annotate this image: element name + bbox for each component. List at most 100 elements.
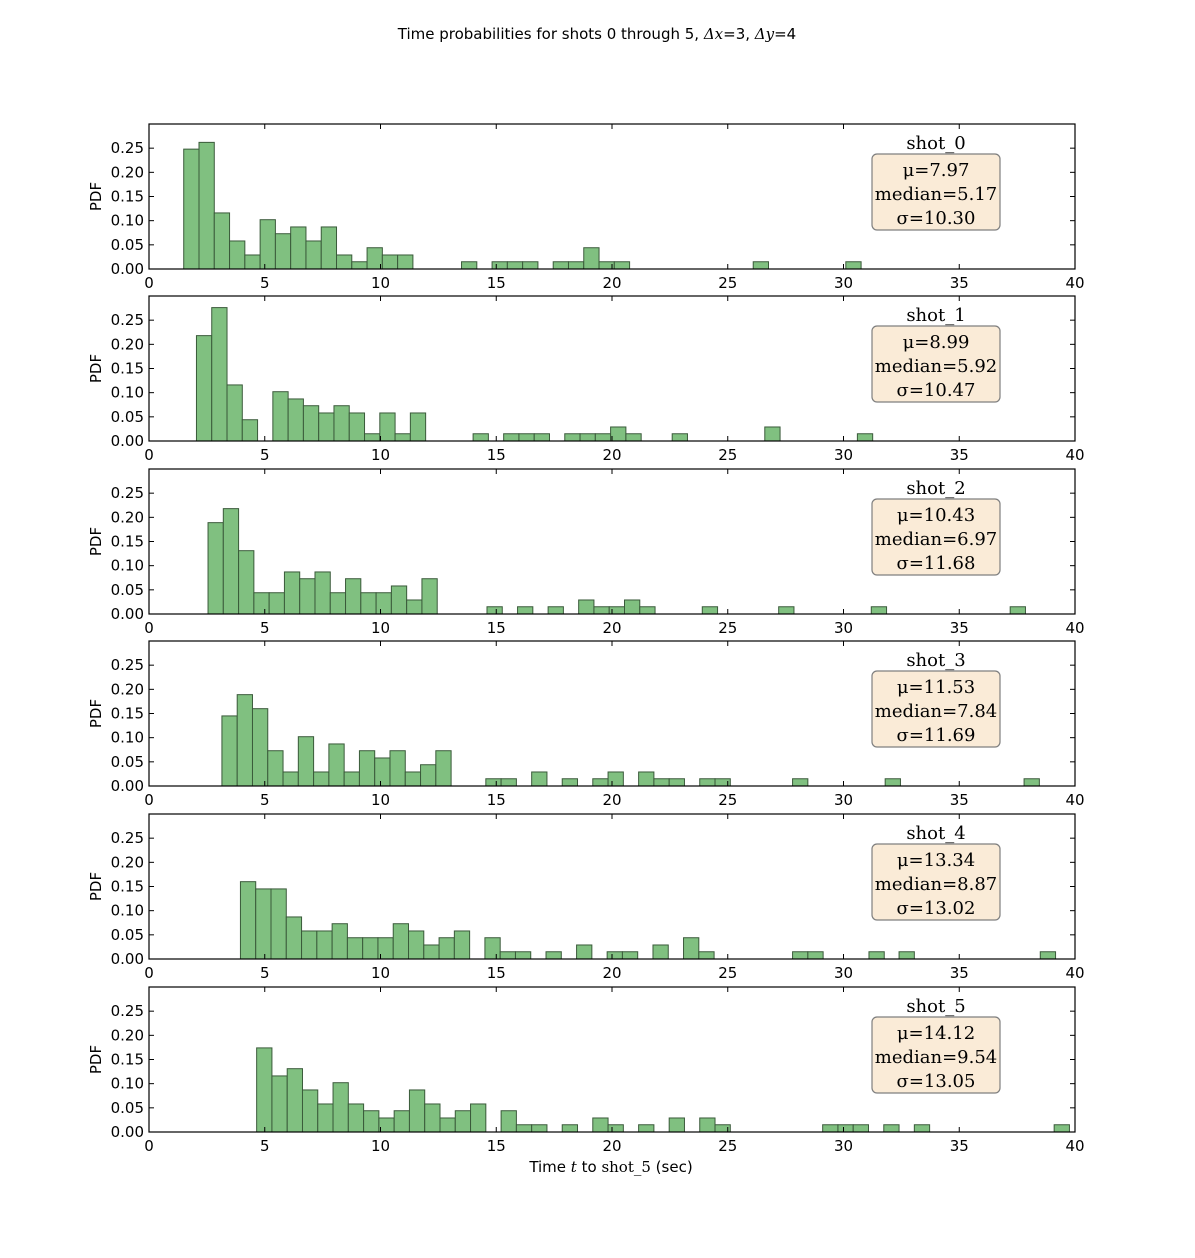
histogram-bar (845, 261, 862, 270)
histogram-bar (506, 261, 524, 270)
y-tick-label: 0.05 (111, 581, 144, 599)
histogram-bar (613, 261, 631, 270)
histogram-bar (852, 1124, 869, 1133)
x-tick-label: 25 (718, 964, 737, 982)
histogram-bar (515, 1124, 533, 1133)
histogram-bar (406, 599, 423, 615)
x-tick-label: 15 (487, 446, 506, 464)
histogram-bar (316, 930, 333, 960)
histogram-bar (470, 1103, 487, 1133)
y-tick-label: 0.15 (111, 533, 144, 551)
histogram-bar (358, 750, 376, 787)
histogram-bar (1009, 606, 1026, 615)
x-tick-label: 10 (371, 791, 390, 809)
x-tick-label: 10 (371, 274, 390, 292)
x-tick-label: 25 (718, 446, 737, 464)
histogram-bar (345, 578, 362, 615)
histogram-bar (408, 930, 425, 960)
histogram-bar (564, 433, 581, 442)
histogram-bar (360, 592, 377, 615)
y-tick-label: 0.25 (111, 829, 144, 847)
x-tick-label: 10 (371, 1137, 390, 1155)
histogram-bar (238, 550, 255, 615)
x-tick-label: 5 (260, 619, 270, 637)
x-tick-label: 15 (487, 791, 506, 809)
stat-median: median=5.17 (875, 184, 997, 205)
histogram-bar (461, 261, 478, 270)
x-tick-label: 10 (371, 619, 390, 637)
histogram-bar (453, 930, 471, 960)
histogram-bar (409, 412, 427, 442)
histogram-bar (884, 778, 901, 787)
stat-sigma: σ=10.30 (897, 208, 976, 229)
histogram-bar (332, 1082, 349, 1133)
histogram-bar (378, 1117, 395, 1133)
x-tick-label: 35 (950, 446, 969, 464)
x-tick-label: 40 (1065, 619, 1084, 637)
y-tick-label: 0.00 (111, 605, 144, 623)
x-tick-label: 5 (260, 964, 270, 982)
histogram-bar (283, 571, 301, 615)
x-tick-label: 5 (260, 791, 270, 809)
histogram-bar (302, 405, 320, 442)
histogram-bar (1023, 778, 1040, 787)
histogram-bar (561, 778, 579, 787)
histogram-bar (390, 585, 408, 615)
histogram-bar (286, 1068, 303, 1133)
histogram-bar (668, 1117, 685, 1133)
stat-median: median=7.84 (875, 701, 997, 722)
x-tick-label: 30 (834, 274, 853, 292)
histogram-bar (518, 433, 535, 442)
histogram-bar (594, 433, 612, 442)
histogram-bar (624, 599, 641, 615)
histogram-bar (583, 247, 600, 270)
panel-title: shot_2 (906, 478, 965, 499)
histogram-bar (397, 254, 414, 270)
y-tick-label: 0.15 (111, 705, 144, 723)
histogram-bar (500, 778, 517, 787)
histogram-bar (389, 750, 406, 787)
histogram-bar (348, 412, 366, 442)
histogram-bar (320, 226, 338, 270)
histogram-bar (244, 254, 261, 270)
histogram-bar (625, 433, 642, 442)
histogram-bar (379, 412, 396, 442)
histogram-bar (272, 391, 289, 442)
panel-title: shot_3 (906, 650, 965, 671)
histogram-bar (392, 923, 410, 960)
histogram-bar (364, 433, 381, 442)
x-tick-label: 35 (950, 964, 969, 982)
histogram-bar (517, 606, 534, 615)
histogram-panel-shot_2: 0 5 10 15 20 25 30 35 40 0.00 0.05 0.10 0.15 0.20 0.25… (87, 468, 1085, 637)
histogram-bar (807, 951, 824, 960)
x-tick-label: 15 (487, 964, 506, 982)
x-tick-label: 35 (950, 274, 969, 292)
histogram-bar (282, 771, 299, 787)
x-axis-label: Time t to shot_5 (sec) (528, 1158, 692, 1176)
y-tick-label: 0.05 (111, 236, 144, 254)
stats-box (871, 1016, 1001, 1094)
histogram-bar (485, 778, 502, 787)
histogram-bar (653, 778, 670, 787)
histogram-bar (351, 261, 368, 270)
histogram-bar (438, 937, 455, 960)
histogram-bar (610, 426, 627, 442)
histogram-bar (592, 1117, 609, 1133)
x-tick-label: 5 (260, 446, 270, 464)
histogram-bar (870, 606, 888, 615)
histogram-bar (561, 1124, 579, 1133)
histogram-bar (439, 1117, 456, 1133)
stat-mean: μ=10.43 (897, 505, 975, 526)
histogram-bar (531, 771, 548, 787)
figure-title: Time probabilities for shots 0 through 5… (397, 25, 796, 43)
y-axis-label: PDF (87, 182, 105, 211)
x-tick-label: 30 (834, 964, 853, 982)
x-tick-label: 35 (950, 791, 969, 809)
histogram-bar (328, 743, 345, 787)
histogram-bar (305, 240, 322, 270)
histogram-bar (362, 937, 379, 960)
x-tick-label: 0 (144, 964, 154, 982)
stat-mean: μ=11.53 (897, 677, 975, 698)
histogram-bar (1053, 1124, 1070, 1133)
